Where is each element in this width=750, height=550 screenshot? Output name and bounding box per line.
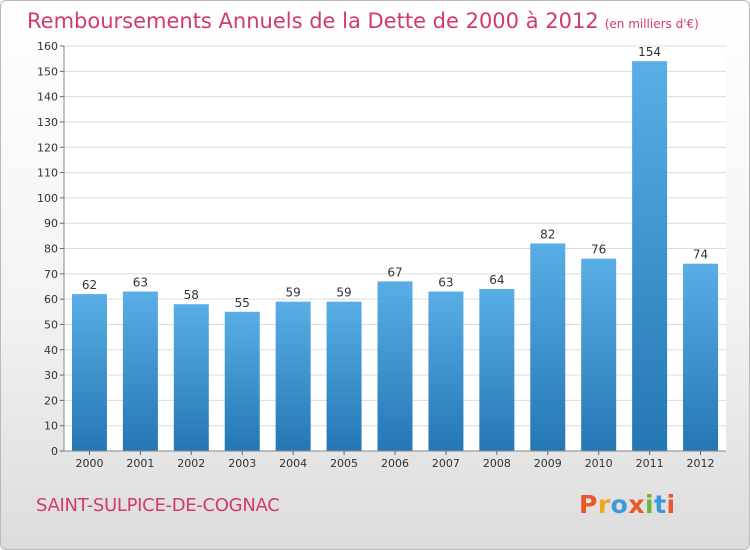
x-tick-label-2000: 2000 — [75, 457, 103, 470]
brand-letter: P — [579, 490, 598, 519]
y-tick-label: 50 — [44, 318, 58, 331]
y-tick-label: 140 — [37, 91, 58, 104]
x-tick-label-2007: 2007 — [432, 457, 460, 470]
brand-logo: Proxiti — [579, 490, 676, 519]
x-tick-label-2003: 2003 — [228, 457, 256, 470]
data-label-2012: 74 — [693, 248, 708, 262]
x-tick-label-2012: 2012 — [687, 457, 715, 470]
y-tick-label: 20 — [44, 394, 58, 407]
x-tick-label-2010: 2010 — [585, 457, 613, 470]
bar-2000 — [71, 294, 107, 451]
bar-2007 — [428, 291, 464, 451]
x-tick-label-2006: 2006 — [381, 457, 409, 470]
x-tick-label-2004: 2004 — [279, 457, 307, 470]
data-label-2001: 63 — [133, 276, 148, 290]
bar-2012 — [683, 263, 719, 451]
bar-2009 — [530, 243, 566, 451]
bar-2005 — [326, 301, 362, 451]
y-tick-label: 80 — [44, 243, 58, 256]
bar-2011 — [632, 61, 668, 451]
y-tick-label: 120 — [37, 141, 58, 154]
bar-2002 — [173, 304, 209, 451]
x-tick-label-2009: 2009 — [534, 457, 562, 470]
brand-letter: x — [628, 490, 645, 519]
bar-2004 — [275, 301, 311, 451]
y-tick-label: 90 — [44, 217, 58, 230]
y-tick-label: 130 — [37, 116, 58, 129]
x-tick-label-2001: 2001 — [126, 457, 154, 470]
x-tick-label-2008: 2008 — [483, 457, 511, 470]
data-label-2010: 76 — [591, 243, 606, 257]
x-tick-label-2005: 2005 — [330, 457, 358, 470]
brand-letter: r — [597, 490, 611, 519]
title-text: Remboursements Annuels de la Dette de 20… — [27, 9, 599, 33]
chart-title: Remboursements Annuels de la Dette de 20… — [27, 9, 699, 33]
data-label-2009: 82 — [540, 227, 555, 241]
y-tick-label: 110 — [37, 167, 58, 180]
brand-letter: i — [666, 490, 676, 519]
data-label-2007: 63 — [438, 276, 453, 290]
x-tick-label-2002: 2002 — [177, 457, 205, 470]
bar-2010 — [581, 258, 617, 451]
location-name: SAINT-SULPICE-DE-COGNAC — [36, 495, 280, 516]
brand-letter: t — [654, 490, 667, 519]
brand-letter: o — [610, 490, 629, 519]
data-label-2011: 154 — [638, 45, 661, 59]
chart-subtitle: (en milliers d'€) — [604, 17, 699, 31]
bar-2006 — [377, 281, 413, 451]
data-label-2005: 59 — [336, 286, 351, 300]
brand-letter: i — [645, 490, 655, 519]
y-tick-label: 70 — [44, 268, 58, 281]
y-tick-label: 10 — [44, 420, 58, 433]
bar-2003 — [224, 311, 260, 451]
y-tick-label: 40 — [44, 344, 58, 357]
data-label-2002: 58 — [184, 288, 199, 302]
bar-2001 — [122, 291, 158, 451]
bars: 62 63 58 55 59 59 67 63 64 82 76 154 74 — [71, 45, 719, 451]
data-label-2006: 67 — [387, 265, 402, 279]
x-tick-label-2011: 2011 — [636, 457, 664, 470]
data-label-2000: 62 — [82, 278, 97, 292]
bar-2008 — [479, 289, 515, 451]
y-tick-label: 150 — [37, 65, 58, 78]
y-tick-label: 160 — [37, 40, 58, 53]
y-tick-label: 0 — [51, 445, 58, 458]
y-tick-label: 30 — [44, 369, 58, 382]
y-tick-label: 100 — [37, 192, 58, 205]
y-axis: 0 10 20 30 40 50 60 70 80 90 100 110 120 130 140 150 160 — [37, 40, 65, 458]
data-label-2008: 64 — [489, 273, 504, 287]
x-axis: 2000 2001 2002 2003 2004 2005 2006 2007 2008 2009… — [64, 450, 726, 470]
data-label-2004: 59 — [286, 286, 301, 300]
y-tick-label: 60 — [44, 293, 58, 306]
data-label-2003: 55 — [235, 296, 250, 310]
